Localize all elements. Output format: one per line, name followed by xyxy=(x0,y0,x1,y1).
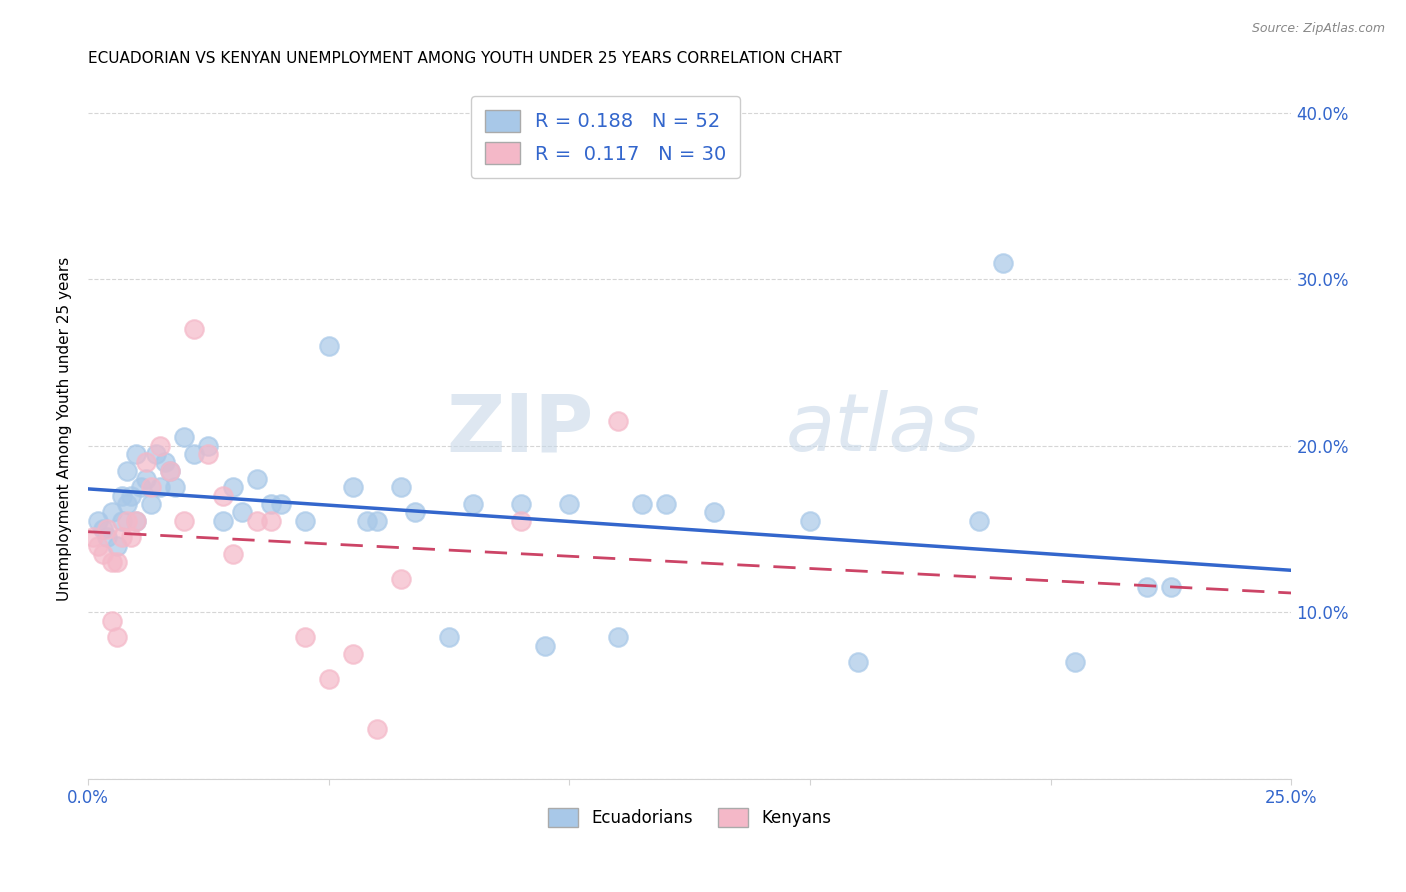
Point xyxy=(125,514,148,528)
Point xyxy=(510,497,533,511)
Point xyxy=(145,447,167,461)
Point xyxy=(846,656,869,670)
Point xyxy=(356,514,378,528)
Point xyxy=(87,539,110,553)
Point xyxy=(437,631,460,645)
Point xyxy=(967,514,990,528)
Point xyxy=(135,455,157,469)
Legend: Ecuadorians, Kenyans: Ecuadorians, Kenyans xyxy=(541,801,838,833)
Point xyxy=(366,514,388,528)
Point xyxy=(260,514,283,528)
Point xyxy=(221,547,243,561)
Point xyxy=(111,530,134,544)
Point xyxy=(115,514,138,528)
Point xyxy=(125,447,148,461)
Point xyxy=(96,530,118,544)
Point xyxy=(318,672,340,686)
Text: ZIP: ZIP xyxy=(446,390,593,468)
Point xyxy=(105,555,128,569)
Point xyxy=(135,472,157,486)
Point xyxy=(105,631,128,645)
Point xyxy=(404,505,426,519)
Point xyxy=(606,414,628,428)
Point xyxy=(125,514,148,528)
Point xyxy=(87,514,110,528)
Point xyxy=(159,464,181,478)
Point xyxy=(270,497,292,511)
Text: atlas: atlas xyxy=(786,390,981,468)
Point xyxy=(212,489,235,503)
Point xyxy=(153,455,176,469)
Point xyxy=(105,539,128,553)
Point xyxy=(101,555,124,569)
Point xyxy=(197,439,219,453)
Point xyxy=(91,547,114,561)
Point xyxy=(389,480,412,494)
Point xyxy=(558,497,581,511)
Point xyxy=(163,480,186,494)
Point xyxy=(703,505,725,519)
Y-axis label: Unemployment Among Youth under 25 years: Unemployment Among Youth under 25 years xyxy=(58,257,72,601)
Point xyxy=(991,255,1014,269)
Point xyxy=(463,497,485,511)
Point xyxy=(246,472,269,486)
Point xyxy=(149,439,172,453)
Point xyxy=(129,480,152,494)
Point xyxy=(221,480,243,494)
Point xyxy=(318,339,340,353)
Point xyxy=(630,497,652,511)
Point xyxy=(96,522,118,536)
Point xyxy=(91,522,114,536)
Point xyxy=(173,514,195,528)
Point xyxy=(111,514,134,528)
Point xyxy=(197,447,219,461)
Point xyxy=(149,480,172,494)
Point xyxy=(115,497,138,511)
Point xyxy=(366,722,388,736)
Point xyxy=(389,572,412,586)
Point xyxy=(111,489,134,503)
Point xyxy=(1136,580,1159,594)
Point xyxy=(212,514,235,528)
Point xyxy=(342,647,364,661)
Point xyxy=(139,480,162,494)
Text: ECUADORIAN VS KENYAN UNEMPLOYMENT AMONG YOUTH UNDER 25 YEARS CORRELATION CHART: ECUADORIAN VS KENYAN UNEMPLOYMENT AMONG … xyxy=(89,51,842,66)
Point xyxy=(260,497,283,511)
Point xyxy=(606,631,628,645)
Point xyxy=(510,514,533,528)
Point xyxy=(173,430,195,444)
Point xyxy=(231,505,253,519)
Point xyxy=(534,639,557,653)
Point xyxy=(82,530,104,544)
Point xyxy=(1063,656,1085,670)
Point xyxy=(183,447,205,461)
Point xyxy=(101,614,124,628)
Point xyxy=(139,497,162,511)
Point xyxy=(246,514,269,528)
Point xyxy=(121,530,143,544)
Point xyxy=(101,505,124,519)
Point xyxy=(115,464,138,478)
Point xyxy=(294,631,316,645)
Point xyxy=(799,514,821,528)
Point xyxy=(183,322,205,336)
Text: Source: ZipAtlas.com: Source: ZipAtlas.com xyxy=(1251,22,1385,36)
Point xyxy=(1160,580,1182,594)
Point xyxy=(342,480,364,494)
Point xyxy=(121,489,143,503)
Point xyxy=(159,464,181,478)
Point xyxy=(294,514,316,528)
Point xyxy=(654,497,676,511)
